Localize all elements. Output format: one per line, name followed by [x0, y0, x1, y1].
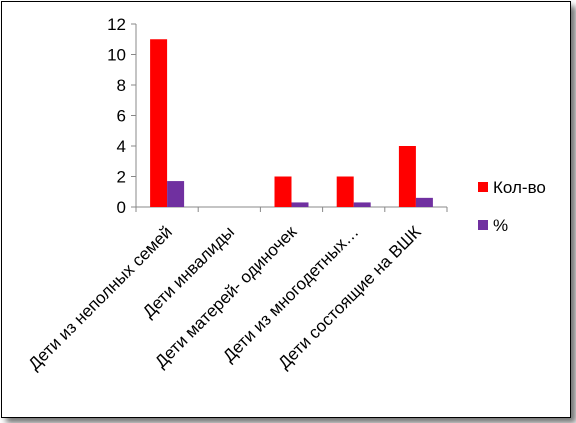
y-tick-label: 10	[107, 46, 126, 65]
bar-percent-0	[167, 181, 185, 207]
bar-percent-3	[353, 202, 371, 207]
y-tick-label: 0	[117, 198, 126, 217]
y-tick-label: 6	[117, 107, 126, 126]
y-tick-label: 12	[107, 15, 126, 34]
bar-percent-2	[291, 202, 309, 207]
bars	[150, 39, 433, 207]
y-tick-label: 4	[117, 137, 126, 156]
bar-count-0	[150, 39, 168, 207]
bar-count-2	[274, 176, 292, 207]
chart-frame	[1, 1, 571, 418]
bar-percent-4	[415, 197, 433, 207]
legend-swatch	[478, 182, 488, 192]
legend-swatch	[478, 220, 488, 230]
legend-label: %	[493, 216, 508, 235]
y-tick-label: 8	[117, 76, 126, 95]
y-tick-label: 2	[117, 168, 126, 187]
legend-label: Кол-во	[493, 178, 546, 197]
legend: Кол-во%	[478, 178, 546, 235]
bar-count-3	[336, 176, 354, 207]
bar-count-4	[398, 146, 416, 207]
